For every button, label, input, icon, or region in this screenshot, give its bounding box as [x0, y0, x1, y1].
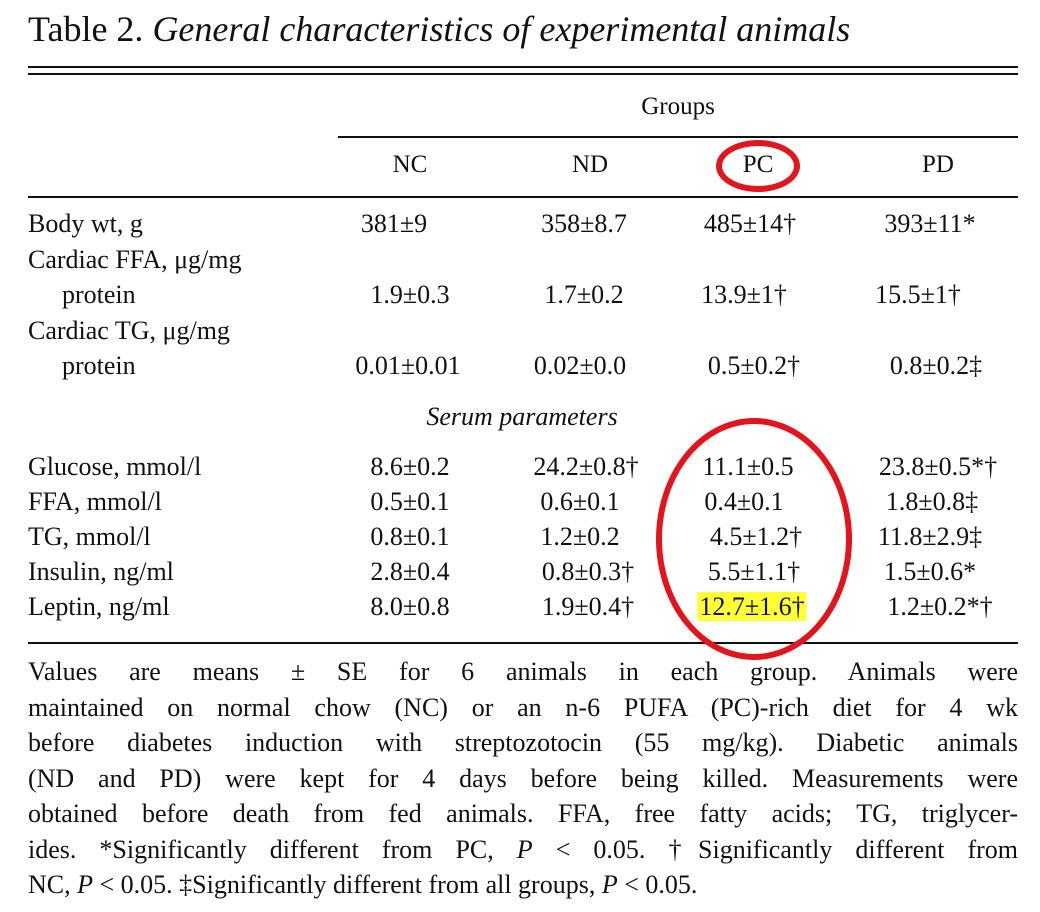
footnote-line-4: (ND and PD) were kept for 4 days before … — [28, 763, 1018, 793]
cell-leptin-nc: 8.0±0.8 — [370, 592, 450, 621]
row-label-cardiac-ffa-unit: protein — [62, 280, 136, 309]
cell-insulin-nc: 2.8±0.4 — [370, 557, 450, 586]
table-number: Table 2. — [28, 9, 144, 49]
footnote-line-3: before diabetes induction with streptozo… — [28, 728, 1018, 757]
cell-ffa-nd: 0.6±0.1 — [540, 487, 620, 516]
header-rule — [28, 196, 1018, 198]
col-header-nd: ND — [571, 151, 609, 178]
red-circle-pc-header — [716, 140, 800, 192]
cell-tg-pd: 11.8±2.9‡ — [877, 522, 983, 551]
table-footnote: Values are means ± SE for 6 animals in e… — [28, 654, 1018, 903]
row-label-body-wt: Body wt, g — [28, 209, 143, 238]
col-header-pd: PD — [922, 151, 954, 178]
cell-ffa-nc: 0.5±0.1 — [370, 487, 450, 516]
section-serum-parameters: Serum parameters — [426, 402, 618, 431]
footnote-line-7-b: < 0.05. ‡Significantly different from al… — [93, 870, 602, 899]
footnote-line-7-a: NC, — [28, 870, 78, 899]
footnote-line-5: obtained before death from fed animals. … — [28, 799, 1018, 828]
cell-ffa-pd: 1.8±0.8‡ — [885, 487, 979, 516]
cell-cardiac-ffa-nd: 1.7±0.2 — [544, 280, 624, 309]
table-title: Table 2. General characteristics of expe… — [28, 8, 850, 50]
footnote-line-2: maintained on normal chow (NC) or an n-6… — [28, 692, 1018, 722]
row-label-tg: TG, mmol/l — [28, 522, 151, 551]
cell-cardiac-ffa-pc: 13.9±1† — [701, 280, 787, 309]
footnote-line-6-a: ides. *Significantly different from PC, — [28, 834, 517, 864]
row-label-cardiac-tg-unit: protein — [62, 351, 136, 380]
cell-leptin-pd: 1.2±0.2*† — [887, 592, 993, 621]
col-header-nc: NC — [392, 151, 428, 178]
cell-insulin-pd: 1.5±0.6* — [883, 557, 977, 586]
footnote-line-7-c: < 0.05. — [617, 870, 698, 899]
cell-cardiac-ffa-nc: 1.9±0.3 — [370, 280, 450, 309]
cell-body-wt-pd: 393±11* — [884, 209, 976, 238]
footnote-p-symbol: P — [77, 870, 94, 899]
footnote-p-symbol: P — [601, 870, 618, 899]
table-name: General characteristics of experimental … — [152, 9, 851, 49]
row-label-glucose: Glucose, mmol/l — [28, 452, 202, 481]
row-label-insulin: Insulin, ng/ml — [28, 557, 174, 586]
cell-cardiac-ffa-pd: 15.5±1† — [875, 280, 961, 309]
cell-tg-nd: 1.2±0.2 — [540, 522, 620, 551]
red-circle-pc-serum-column — [656, 418, 852, 660]
cell-cardiac-tg-pd: 0.8±0.2‡ — [889, 351, 983, 380]
top-rule — [28, 66, 1018, 68]
groups-header: Groups — [641, 93, 715, 120]
footnote-line-7: NC, P < 0.05. ‡Significantly different f… — [28, 867, 1018, 903]
cell-glucose-pd: 23.8±0.5*† — [878, 452, 998, 481]
cell-leptin-nd: 1.9±0.4† — [541, 592, 635, 621]
row-label-leptin: Leptin, ng/ml — [28, 592, 170, 621]
footnote-line-6: ides. *Significantly different from PC, … — [28, 832, 1018, 868]
cell-glucose-nc: 8.6±0.2 — [370, 452, 450, 481]
cell-tg-nc: 0.8±0.1 — [370, 522, 450, 551]
groups-rule — [338, 136, 1018, 138]
footnote-line-6-b: < 0.05. †Significantly different from — [532, 834, 1018, 864]
cell-cardiac-tg-nc: 0.01±0.01 — [355, 351, 461, 380]
row-label-cardiac-ffa: Cardiac FFA, μg/mg — [28, 245, 242, 274]
row-label-cardiac-tg: Cardiac TG, μg/mg — [28, 316, 230, 345]
cell-insulin-nd: 0.8±0.3† — [541, 557, 635, 586]
footnote-line-1: Values are means ± SE for 6 animals in e… — [28, 657, 1018, 686]
cell-body-wt-nc: 381±9 — [360, 209, 428, 238]
cell-cardiac-tg-nd: 0.02±0.0 — [533, 351, 627, 380]
cell-glucose-nd: 24.2±0.8† — [533, 452, 639, 481]
cell-body-wt-pc: 485±14† — [703, 209, 797, 238]
cell-body-wt-nd: 358±8.7 — [541, 209, 627, 238]
cell-cardiac-tg-pc: 0.5±0.2† — [707, 351, 801, 380]
bottom-rule — [28, 642, 1018, 644]
footnote-p-symbol: P — [516, 834, 533, 864]
top-rule-double — [28, 73, 1018, 75]
row-label-ffa: FFA, mmol/l — [28, 487, 162, 516]
